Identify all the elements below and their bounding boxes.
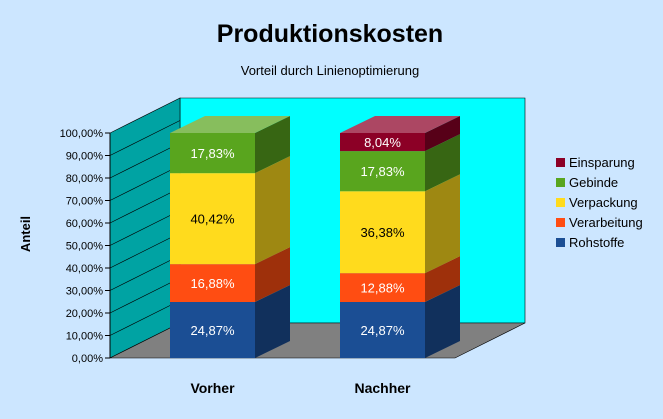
legend: Einsparung Gebinde Verpackung Verarbeitung R… — [556, 155, 643, 250]
x-category-label: Nachher — [354, 380, 411, 396]
bar-gebinde-top — [170, 116, 290, 133]
y-gridline — [109, 255, 181, 291]
bar-verpackung-front — [340, 191, 425, 274]
y-tick-label: 80,00% — [66, 173, 104, 185]
y-gridline — [109, 210, 181, 246]
bar-gebinde-front — [170, 133, 255, 174]
y-tick-label: 50,00% — [66, 241, 104, 253]
bar-einsparung-front — [340, 133, 425, 152]
bar-verarbeitung-side — [425, 256, 460, 303]
bar-gebinde-side — [425, 134, 460, 192]
x-category-label: Vorher — [190, 380, 235, 396]
data-label-gebinde: 17,83% — [360, 164, 405, 179]
chart-subtitle: Vorteil durch Linienoptimierung — [241, 63, 420, 78]
y-tick-label: 10,00% — [66, 331, 104, 343]
legend-label: Gebinde — [569, 175, 618, 190]
bar-verpackung-front — [170, 173, 255, 265]
y-tick-label: 90,00% — [66, 151, 104, 163]
y-tick-label: 100,00% — [60, 128, 104, 140]
data-label-gebinde: 17,83% — [190, 146, 235, 161]
legend-label: Verpackung — [569, 195, 638, 210]
data-label-rohstoffe: 24,87% — [190, 323, 235, 338]
legend-swatch — [556, 198, 565, 207]
legend-label: Rohstoffe — [569, 235, 624, 250]
data-label-verpackung: 36,38% — [360, 225, 405, 240]
y-tick-label: 30,00% — [66, 286, 104, 298]
bar-verpackung-side — [425, 174, 460, 274]
y-tick-label: 20,00% — [66, 308, 104, 320]
y-gridline — [109, 165, 181, 201]
data-label-einsparung: 8,04% — [364, 135, 401, 150]
y-gridline — [109, 187, 181, 224]
bar-rohstoffe-side — [425, 285, 460, 358]
legend-swatch — [556, 178, 565, 187]
data-label-verarbeitung: 16,88% — [190, 276, 235, 291]
legend-swatch — [556, 238, 565, 247]
y-axis-label: Anteil — [18, 216, 33, 252]
legend-label: Einsparung — [569, 155, 635, 170]
bar-gebinde-side — [255, 116, 290, 174]
y-gridline — [109, 277, 181, 314]
bar-verarbeitung-side — [255, 247, 290, 303]
bar-gebinde-front — [340, 151, 425, 192]
bar-rohstoffe-side — [255, 285, 290, 358]
chart-title: Produktionskosten — [217, 20, 443, 48]
y-tick-label: 70,00% — [66, 196, 104, 208]
bar-einsparung-top — [340, 116, 460, 133]
legend-label: Verarbeitung — [569, 215, 643, 230]
bar-verarbeitung-front — [170, 264, 255, 303]
legend-swatch — [556, 218, 565, 227]
bar-einsparung-side — [425, 116, 460, 152]
y-tick-label: 40,00% — [66, 263, 104, 275]
y-tick-label: 60,00% — [66, 218, 104, 230]
y-tick-label: 0,00% — [72, 353, 103, 365]
legend-swatch — [556, 158, 565, 167]
bar-verpackung-side — [255, 156, 290, 265]
bar-rohstoffe-front — [170, 302, 255, 358]
data-label-rohstoffe: 24,87% — [360, 323, 405, 338]
data-label-verarbeitung: 12,88% — [360, 281, 405, 296]
plot-area: 0,00% 10,00% 20,00% 30,00% 40,00% 50,00% 60,00… — [60, 97, 526, 396]
data-label-verpackung: 40,42% — [190, 212, 235, 227]
y-gridline — [109, 142, 181, 179]
y-gridline — [109, 120, 181, 156]
y-gridline — [109, 232, 181, 269]
bar-verarbeitung-front — [340, 273, 425, 303]
y-gridline — [109, 300, 181, 336]
bar-rohstoffe-front — [340, 302, 425, 358]
